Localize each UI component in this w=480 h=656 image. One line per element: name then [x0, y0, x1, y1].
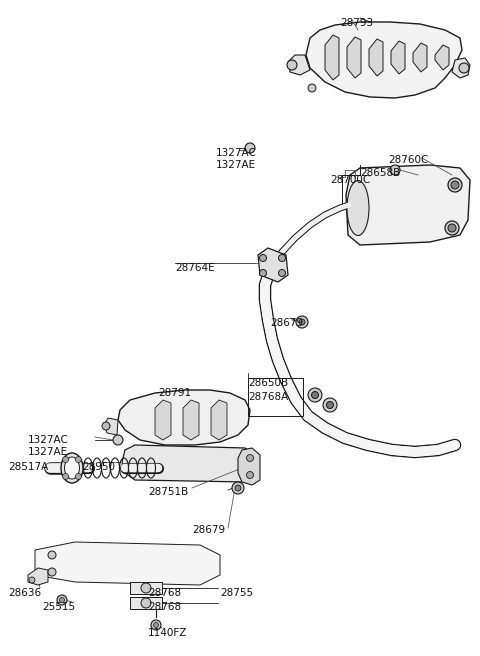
Circle shape [278, 255, 286, 262]
Circle shape [29, 577, 35, 583]
Text: 28768: 28768 [148, 588, 181, 598]
Text: 28650B: 28650B [248, 378, 288, 388]
Polygon shape [413, 43, 427, 72]
Circle shape [141, 583, 151, 593]
Text: 1327AC: 1327AC [216, 148, 257, 158]
Text: 28760C: 28760C [388, 155, 428, 165]
Polygon shape [258, 248, 288, 282]
Circle shape [312, 392, 319, 398]
Text: 28679: 28679 [270, 318, 303, 328]
Bar [248, 378, 303, 416]
Circle shape [48, 568, 56, 576]
Circle shape [448, 224, 456, 232]
Ellipse shape [347, 180, 369, 236]
Ellipse shape [61, 453, 83, 483]
Text: 28658B: 28658B [360, 168, 400, 178]
Text: 28764E: 28764E [175, 263, 215, 273]
Circle shape [308, 388, 322, 402]
Circle shape [260, 270, 266, 276]
Circle shape [323, 398, 337, 412]
Polygon shape [104, 418, 118, 435]
Polygon shape [306, 22, 462, 98]
Polygon shape [238, 448, 260, 485]
Text: 1140FZ: 1140FZ [148, 628, 187, 638]
Bar [130, 597, 162, 609]
Polygon shape [369, 39, 383, 76]
Text: 1327AE: 1327AE [216, 160, 256, 170]
Bar [130, 582, 162, 594]
Text: 28791: 28791 [158, 388, 191, 398]
Circle shape [151, 620, 161, 630]
Circle shape [141, 598, 151, 608]
Polygon shape [346, 165, 470, 245]
Circle shape [299, 319, 305, 325]
Text: 28768A: 28768A [248, 392, 288, 402]
Polygon shape [211, 400, 227, 440]
Polygon shape [288, 55, 310, 75]
Circle shape [326, 401, 334, 409]
Circle shape [296, 316, 308, 328]
Polygon shape [28, 568, 48, 585]
Text: 28517A: 28517A [8, 462, 48, 472]
Circle shape [445, 221, 459, 235]
Circle shape [60, 598, 64, 602]
Polygon shape [183, 400, 199, 440]
Circle shape [245, 143, 255, 153]
Circle shape [278, 270, 286, 276]
Circle shape [260, 255, 266, 262]
Text: 28636: 28636 [8, 588, 41, 598]
Circle shape [247, 472, 253, 478]
Text: 28755: 28755 [220, 588, 253, 598]
Polygon shape [435, 45, 449, 70]
Text: 28679: 28679 [192, 525, 225, 535]
Polygon shape [347, 37, 361, 78]
Ellipse shape [64, 457, 80, 479]
Text: 1327AE: 1327AE [28, 447, 68, 457]
Text: 25515: 25515 [42, 602, 75, 612]
Polygon shape [452, 58, 470, 78]
Circle shape [235, 485, 241, 491]
Circle shape [48, 551, 56, 559]
Text: 28793: 28793 [340, 18, 373, 28]
Circle shape [62, 457, 69, 462]
Circle shape [113, 435, 123, 445]
Text: 28950: 28950 [82, 462, 115, 472]
Circle shape [75, 457, 82, 462]
Circle shape [390, 165, 400, 175]
Polygon shape [325, 35, 339, 80]
Circle shape [102, 422, 110, 430]
Polygon shape [155, 400, 171, 440]
Polygon shape [391, 41, 405, 74]
Text: 28768: 28768 [148, 602, 181, 612]
Circle shape [75, 474, 82, 480]
Polygon shape [122, 445, 255, 482]
Polygon shape [118, 390, 250, 445]
Circle shape [62, 474, 69, 480]
Circle shape [154, 623, 158, 628]
Circle shape [451, 181, 459, 189]
Text: 28751B: 28751B [148, 487, 188, 497]
Circle shape [247, 455, 253, 462]
Text: 1327AC: 1327AC [28, 435, 69, 445]
Circle shape [287, 60, 297, 70]
Circle shape [232, 482, 244, 494]
Circle shape [308, 84, 316, 92]
Circle shape [448, 178, 462, 192]
Polygon shape [35, 542, 220, 585]
Circle shape [459, 63, 469, 73]
Text: 28700C: 28700C [330, 175, 370, 185]
Circle shape [57, 595, 67, 605]
